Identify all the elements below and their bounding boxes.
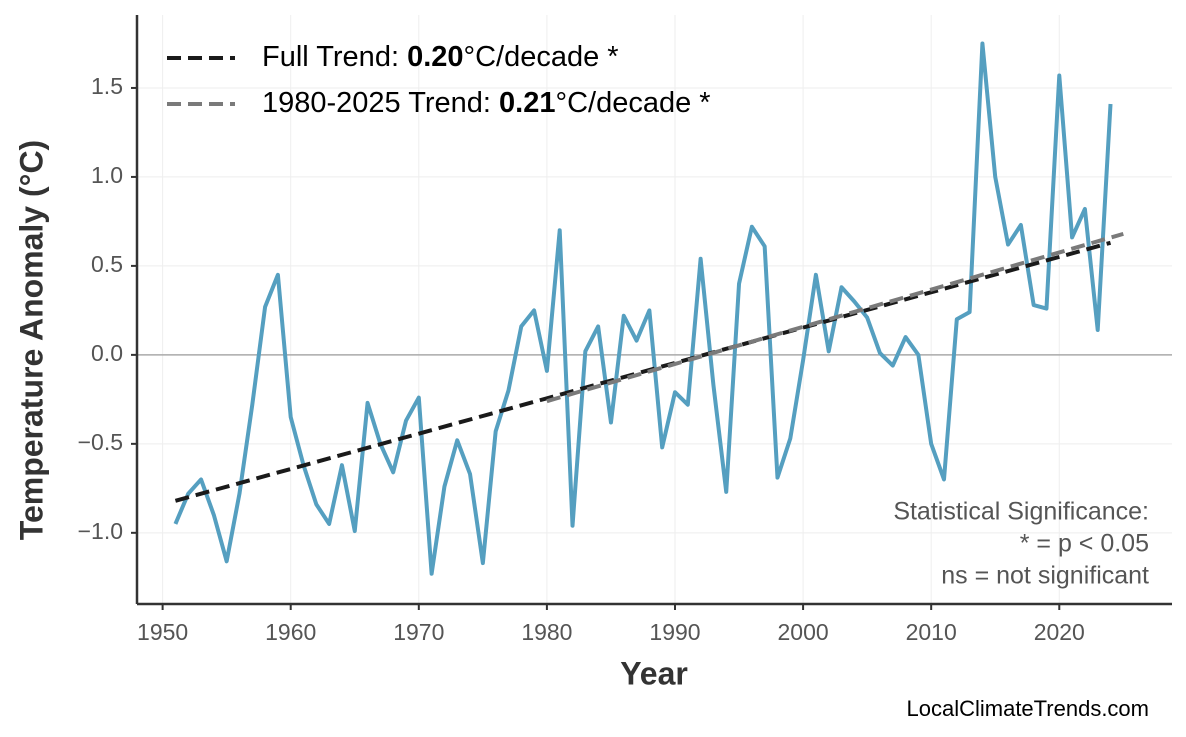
y-tick-label: 1.5 [91, 73, 123, 99]
x-tick-label: 2010 [906, 619, 957, 645]
x-axis-label: Year [620, 655, 688, 691]
annotation: * = p < 0.05 [1020, 530, 1149, 558]
legend-unit: °C/decade * [464, 41, 619, 73]
legend-slope: 0.21 [499, 87, 555, 119]
x-tick-label: 2020 [1034, 619, 1085, 645]
y-tick-label: 1.0 [91, 162, 123, 188]
y-tick-label: −0.5 [78, 429, 123, 455]
x-tick-label: 1970 [393, 619, 444, 645]
annotation: Statistical Significance: [893, 498, 1149, 526]
y-axis-label: Temperature Anomaly (°C) [13, 140, 49, 540]
annotation: ns = not significant [941, 562, 1149, 590]
legend-label: 1980-2025 Trend: 0.21°C/decade * [262, 87, 711, 119]
anomaly-line [173, 41, 1113, 576]
legend-unit: °C/decade * [555, 87, 710, 119]
trend-line [546, 231, 1124, 404]
legend-name: Full Trend: [262, 41, 399, 73]
x-tick-label: 2000 [778, 619, 829, 645]
grid [137, 15, 1172, 604]
x-tick-label: 1950 [137, 619, 188, 645]
trend-line [174, 240, 1112, 503]
y-tick-label: 0.5 [91, 251, 123, 277]
legend-name: 1980-2025 Trend: [262, 87, 491, 119]
x-tick-label: 1990 [649, 619, 700, 645]
y-tick-label: −1.0 [78, 518, 123, 544]
source: LocalClimateTrends.com [907, 696, 1150, 721]
legend-label: Full Trend: 0.20°C/decade * [262, 41, 619, 73]
legend-slope: 0.20 [407, 41, 463, 73]
y-tick-label: 0.0 [91, 340, 123, 366]
x-tick-label: 1980 [521, 619, 572, 645]
x-tick-label: 1960 [265, 619, 316, 645]
